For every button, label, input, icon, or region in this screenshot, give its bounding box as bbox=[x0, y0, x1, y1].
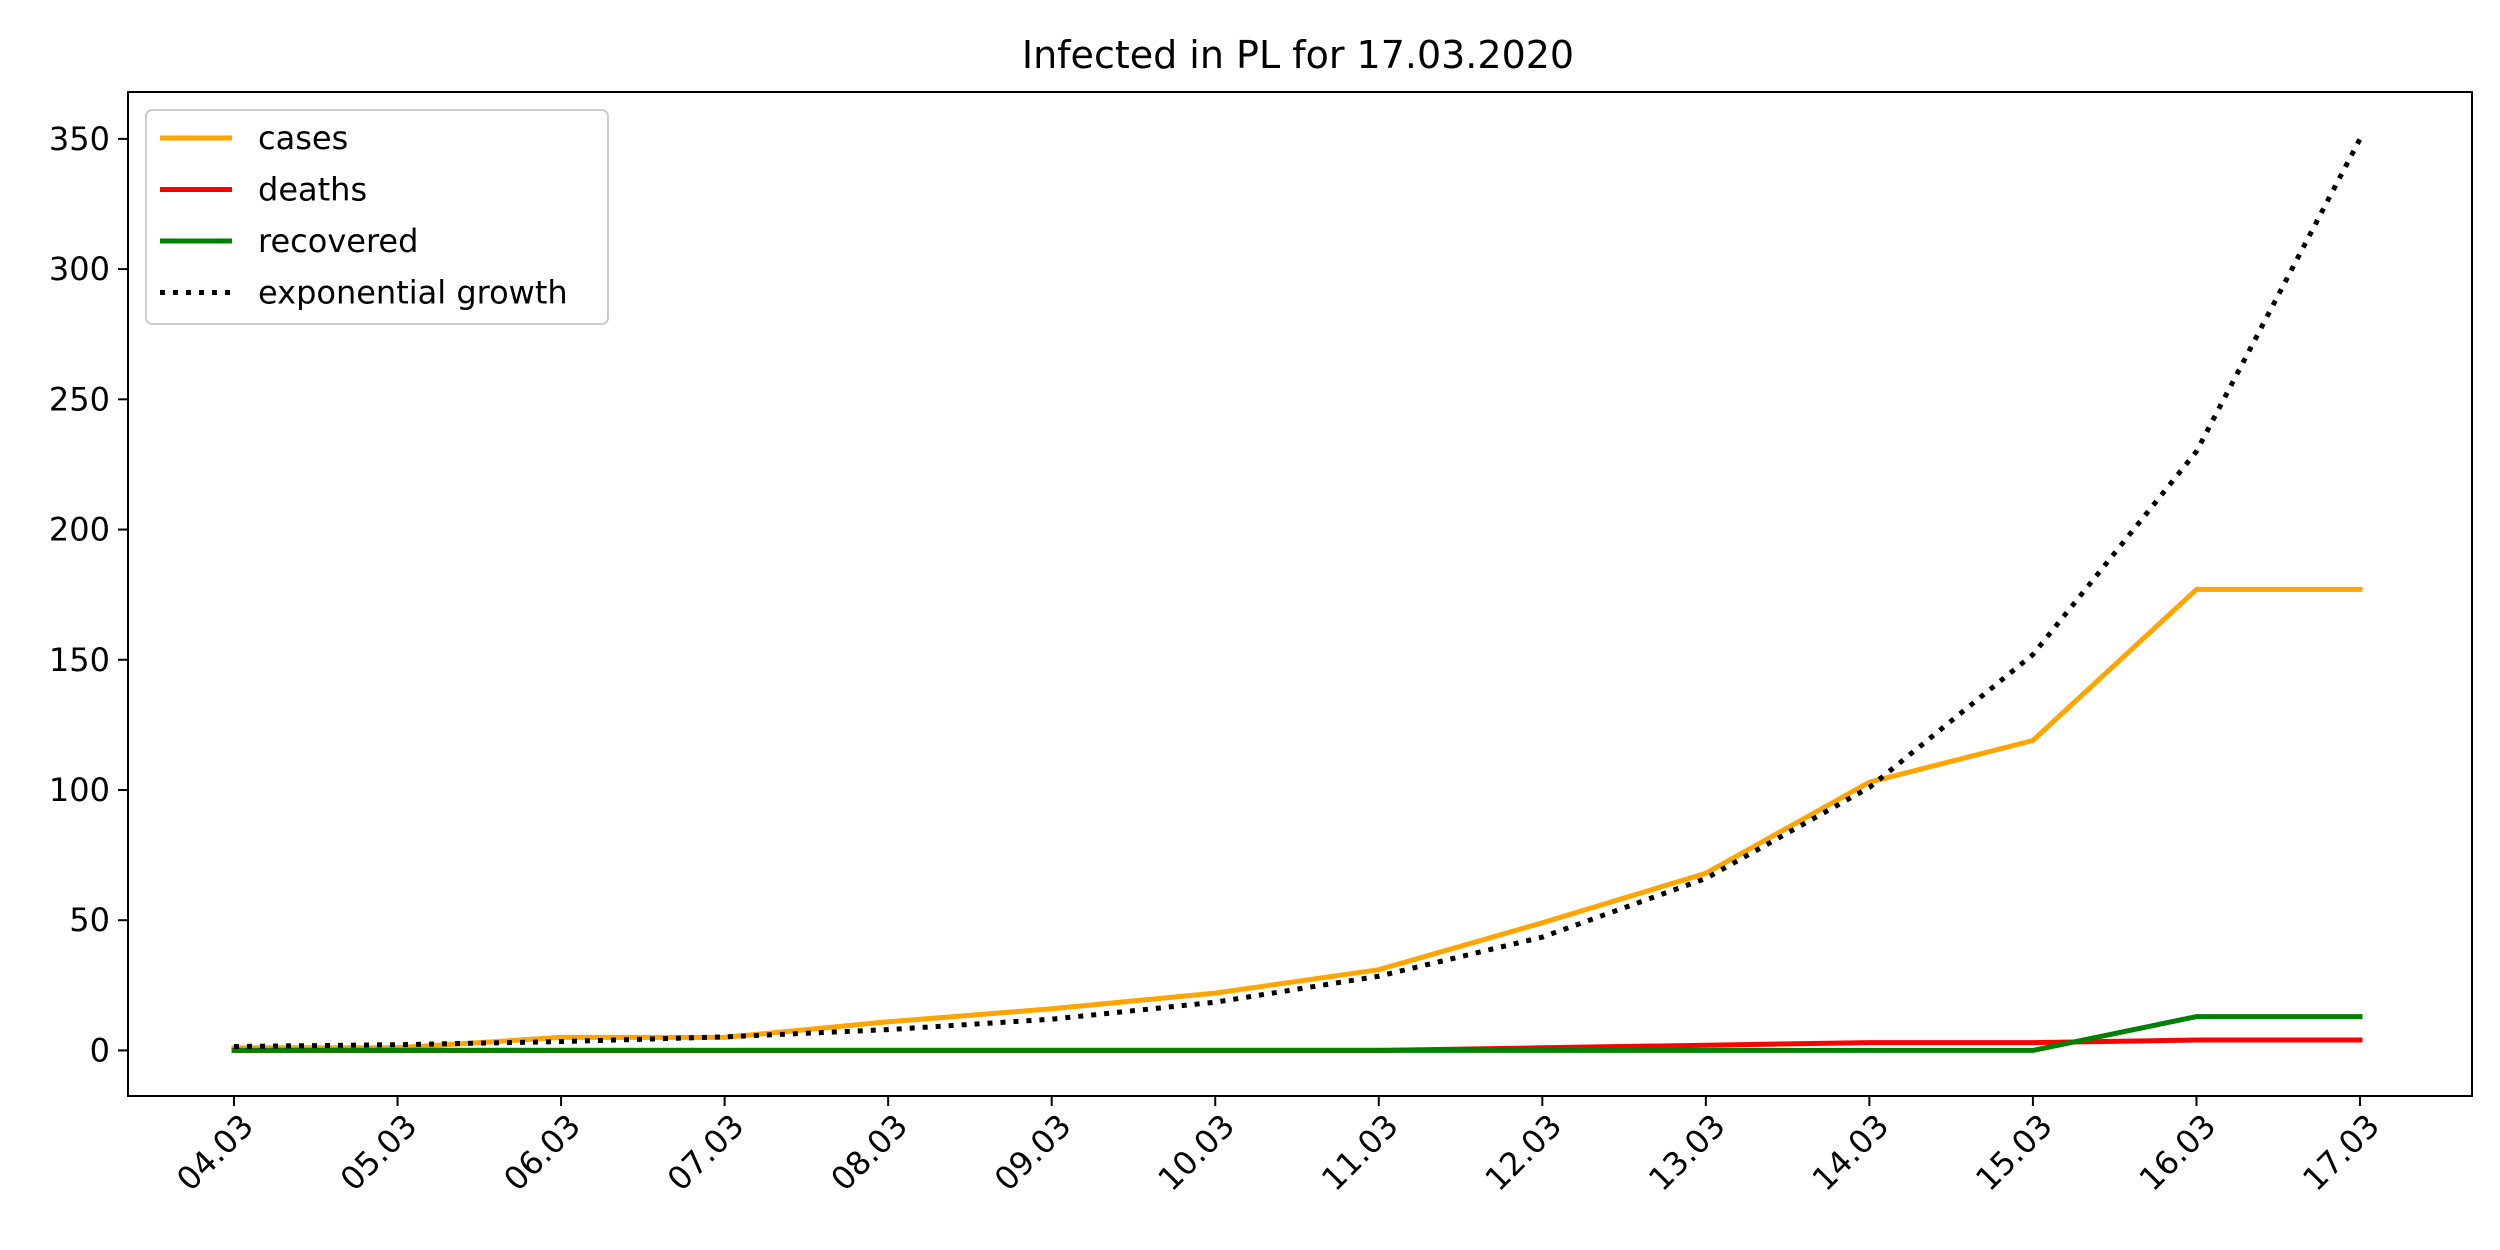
legend-label-recovered: recovered bbox=[258, 222, 418, 260]
legend-label-cases: cases bbox=[258, 119, 348, 157]
legend-box bbox=[145, 109, 609, 325]
series-line-cases bbox=[231, 586, 2363, 1051]
y-tick-label: 0 bbox=[90, 1031, 110, 1069]
y-axis: 0 50 100 150 200 250 300 350 bbox=[49, 120, 128, 1069]
y-tick-label: 250 bbox=[49, 380, 110, 418]
legend-label-deaths: deaths bbox=[258, 171, 367, 209]
y-tick-label: 350 bbox=[49, 120, 110, 158]
series-line-recovered bbox=[231, 1014, 2363, 1053]
chart-title: Infected in PL for 17.03.2020 bbox=[1022, 33, 1574, 77]
series-layer bbox=[231, 137, 2363, 1053]
y-tick-label: 50 bbox=[69, 901, 110, 939]
plot-frame bbox=[127, 91, 2473, 1097]
y-tick-label: 150 bbox=[49, 641, 110, 679]
y-tick-label: 100 bbox=[49, 771, 110, 809]
y-tick-label: 300 bbox=[49, 250, 110, 288]
legend: cases deaths recovered exponential growth bbox=[145, 109, 609, 325]
legend-label-exponential-growth: exponential growth bbox=[258, 274, 568, 312]
y-tick-label: 200 bbox=[49, 511, 110, 549]
series-line-exponential-growth bbox=[233, 137, 2363, 1049]
